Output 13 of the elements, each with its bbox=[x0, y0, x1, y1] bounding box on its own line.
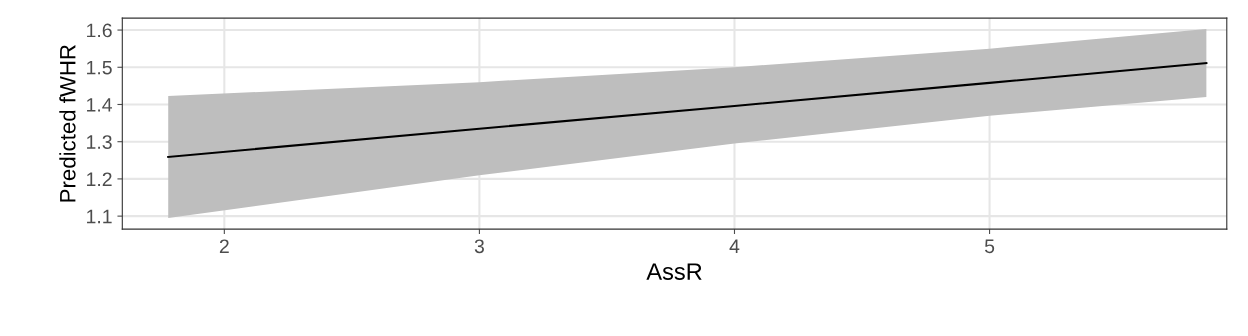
y-tick-label: 1.4 bbox=[87, 98, 113, 112]
x-axis-title: AssR bbox=[646, 263, 702, 280]
x-tick-label: 3 bbox=[474, 239, 484, 254]
y-tick-label: 1.2 bbox=[87, 172, 112, 186]
x-tick-label: 4 bbox=[729, 239, 740, 253]
y-tick-label: 1.1 bbox=[87, 209, 112, 224]
y-tick-label: 1.5 bbox=[87, 60, 112, 75]
y-tick-label: 1.3 bbox=[87, 135, 112, 149]
x-tick-label: 5 bbox=[984, 239, 995, 254]
y-axis-title: Predicted fWHR bbox=[59, 45, 76, 202]
y-tick-label: 1.6 bbox=[87, 23, 112, 38]
line-series bbox=[167, 62, 1208, 158]
x-tick-label: 2 bbox=[219, 239, 229, 253]
